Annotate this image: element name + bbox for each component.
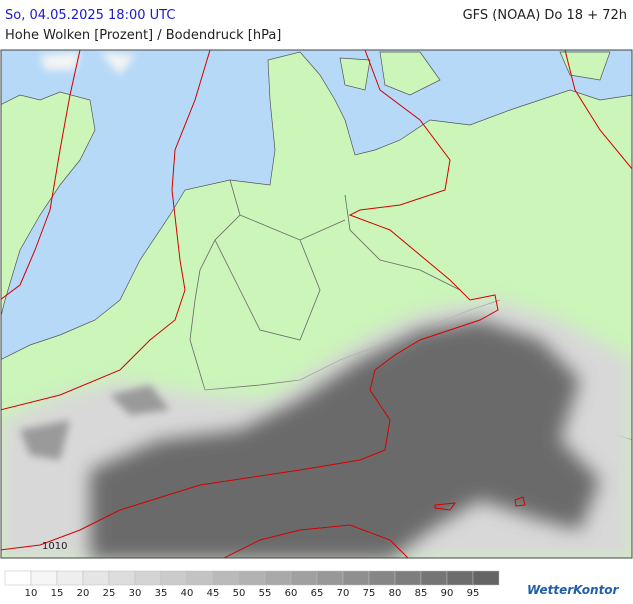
legend-label: 40 (181, 588, 194, 599)
legend-swatch (446, 570, 474, 586)
isobar-label: 1010 (42, 541, 67, 552)
valid-time: So, 04.05.2025 18:00 UTC (5, 8, 175, 23)
legend-swatch (472, 570, 500, 586)
map: 1010 (1, 50, 632, 558)
legend-label: 80 (389, 588, 402, 599)
parameter: Hohe Wolken [Prozent] / Bodendruck [hPa] (5, 28, 281, 43)
legend-label: 45 (207, 588, 220, 599)
legend-swatch (186, 570, 214, 586)
legend-label: 35 (155, 588, 168, 599)
legend-swatch (108, 570, 136, 586)
high-clouds (1, 52, 632, 558)
legend-swatch (316, 570, 344, 586)
legend-swatch (238, 570, 266, 586)
legend-swatch (160, 570, 188, 586)
legend-label: 20 (77, 588, 90, 599)
isobars (1, 50, 632, 558)
legend-label: 65 (311, 588, 324, 599)
legend-swatch (30, 570, 58, 586)
legend-swatch (134, 570, 162, 586)
legend-swatch (394, 570, 422, 586)
legend-swatch (264, 570, 292, 586)
legend-label: 60 (285, 588, 298, 599)
legend-label: 95 (467, 588, 480, 599)
legend-swatch (4, 570, 32, 586)
legend-label: 90 (441, 588, 454, 599)
legend-label: 55 (259, 588, 272, 599)
legend-label: 50 (233, 588, 246, 599)
legend-label: 10 (25, 588, 38, 599)
legend-label: 75 (363, 588, 376, 599)
legend-swatch (342, 570, 370, 586)
legend-label: 30 (129, 588, 142, 599)
legend-swatch (82, 570, 110, 586)
legend-swatch (212, 570, 240, 586)
legend-label: 15 (51, 588, 64, 599)
legend-label: 85 (415, 588, 428, 599)
legend-label: 25 (103, 588, 116, 599)
model-run: GFS (NOAA) Do 18 + 72h (463, 8, 627, 23)
map-frame (0, 49, 633, 559)
legend-swatch (56, 570, 84, 586)
logo: WetterKontor (527, 583, 620, 597)
legend-swatch (368, 570, 396, 586)
legend-swatch (420, 570, 448, 586)
legend-swatch (290, 570, 318, 586)
legend-label: 70 (337, 588, 350, 599)
legend: 10 15 20 25 30 35 40 45 50 55 60 65 70 75 80 85 90 95 (4, 570, 500, 599)
